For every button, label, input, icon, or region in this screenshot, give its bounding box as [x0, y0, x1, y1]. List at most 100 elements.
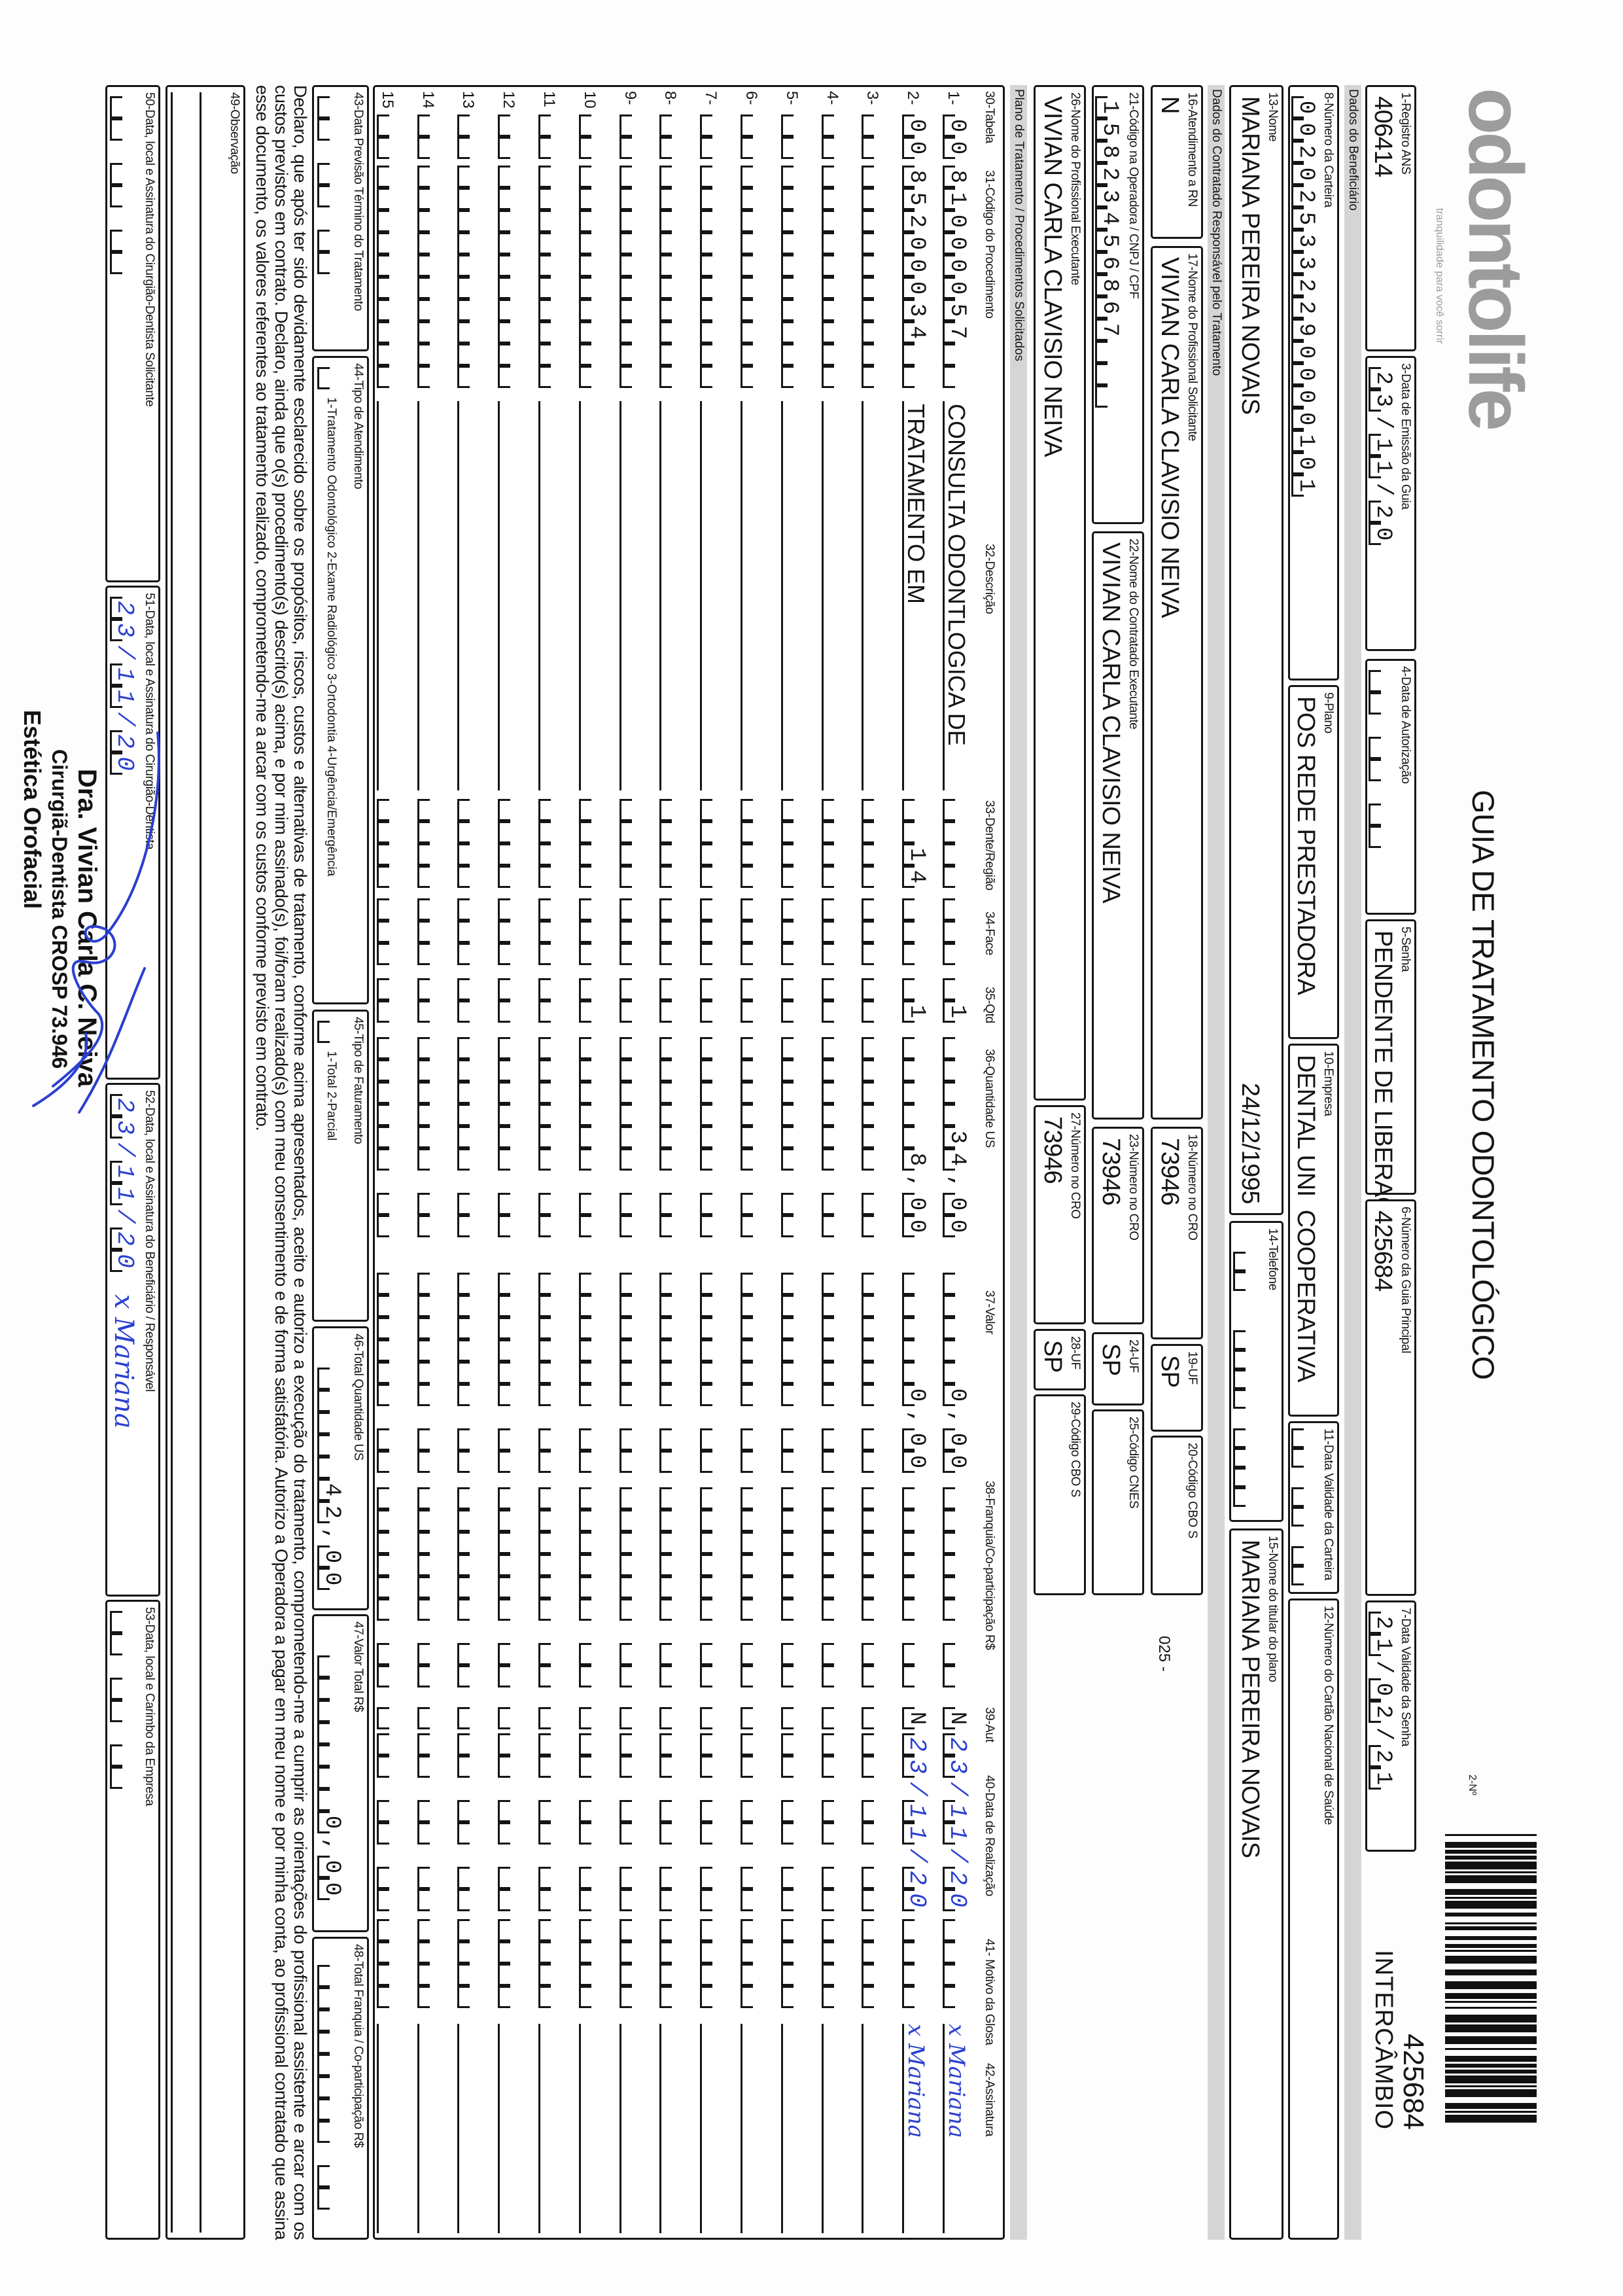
- procedure-description: [376, 401, 404, 790]
- procedure-code-cells-value: [782, 170, 809, 393]
- copay-cells-value: [701, 1492, 727, 1692]
- copay-cells: [943, 1487, 971, 1687]
- field-label: 27-Número no CRO: [1068, 1112, 1082, 1219]
- quantity-cells-value: [823, 983, 849, 1027]
- gloss-reason-cells-value: [701, 1924, 727, 2013]
- table-row: 9-: [618, 87, 648, 2238]
- authorization-cell-value: [378, 1712, 404, 1734]
- field-cbo-executante: 29-Código CBO S: [1034, 1394, 1086, 1595]
- procedures-table: 30-Tabela 31-Código do Procedimento 32-D…: [373, 85, 1005, 2240]
- copay-cells-value: [863, 1492, 889, 1692]
- copay-cells: [741, 1487, 769, 1687]
- tooth-region-cells-value: [944, 804, 970, 892]
- copay-cells: [619, 1487, 648, 1687]
- row-number: 10: [580, 91, 599, 109]
- field-label: 46-Total Quantidade US: [351, 1333, 365, 1460]
- field-value: SP: [1097, 1343, 1125, 1376]
- procedure-code-cells: [741, 166, 769, 388]
- field-value: SP: [1039, 1340, 1066, 1373]
- amount-cells: 42,00: [317, 1368, 346, 1595]
- value-cells: [862, 1273, 890, 1473]
- field-contratado-executante: 22-Nome do Contratado Executante VIVIAN …: [1092, 531, 1144, 1120]
- realization-date-cells: [619, 1733, 648, 1911]
- procedure-description: [619, 401, 647, 790]
- realization-date-cells: 23/11/20: [902, 1733, 931, 1915]
- quantity-us-cells-value: [621, 1042, 647, 1242]
- tabela-cells: [578, 115, 608, 159]
- field-label: 47-Valor Total R$: [351, 1621, 365, 1712]
- gloss-reason-cells-value: [903, 1924, 930, 2013]
- barcode-bar: [1445, 1969, 1537, 1975]
- quantity-us-cells-value: [540, 1042, 566, 1242]
- tabela-cells-value: [863, 119, 889, 164]
- face-cells: [538, 898, 567, 965]
- tooth-region-cells: [700, 799, 729, 888]
- column-header: 40-Data de Realização: [983, 1775, 996, 1896]
- beneficiary-signature: x Mariana: [109, 1294, 139, 1429]
- authorization-cell: N: [943, 1707, 971, 1734]
- procedure-code-cells: [700, 166, 729, 388]
- tabela-cells-value: [419, 119, 445, 164]
- table-row: 12: [497, 87, 527, 2238]
- table-row: 11: [537, 87, 567, 2238]
- tooth-region-cells: [943, 799, 971, 888]
- barcode-bar: [1445, 2007, 1537, 2009]
- procedure-description: [741, 401, 768, 790]
- realization-date-cells-value: [621, 1737, 647, 1915]
- authorization-cell: [741, 1707, 769, 1729]
- gloss-reason-cells-value: [823, 1924, 849, 2013]
- date-cells: [110, 96, 139, 274]
- value-cells-value: [661, 1277, 687, 1477]
- barcode-bar: [1445, 1889, 1537, 1895]
- field-value: 73946: [1039, 1116, 1066, 1184]
- field-label: 13-Nome: [1266, 92, 1280, 142]
- code-cells: 15823456867: [1095, 96, 1124, 408]
- quantity-us-cells-value: [782, 1042, 809, 1242]
- quantity-cells: [821, 978, 850, 1023]
- ruled-line: [200, 92, 201, 2233]
- row-signature: [457, 2024, 485, 2233]
- tabela-cells: [700, 115, 729, 159]
- table-row: 14: [416, 87, 446, 2238]
- copay-cells: [700, 1487, 729, 1687]
- tooth-region-cells-value: 14: [904, 847, 930, 892]
- gloss-reason-cells: [457, 1919, 486, 2008]
- field-label: 53-Data, local e Carimbo da Empresa: [143, 1607, 156, 1806]
- gloss-reason-cells-value: [782, 1924, 809, 2013]
- realization-date-cells: [780, 1733, 810, 1911]
- quantity-cells: 1: [902, 978, 931, 1027]
- realization-date-cells: [457, 1733, 486, 1911]
- tabela-cells: [376, 115, 406, 159]
- realization-date-cells-value: [823, 1737, 849, 1915]
- value-cells-value: [419, 1277, 445, 1477]
- copay-cells-value: [742, 1492, 768, 1692]
- authorization-cell: [417, 1707, 446, 1729]
- gloss-reason-cells-value: [499, 1924, 525, 2013]
- gloss-reason-cells-value: [540, 1924, 566, 2013]
- gloss-reason-cells: [741, 1919, 769, 2008]
- quantity-us-cells: [417, 1037, 446, 1237]
- tabela-cells-value: 00: [904, 118, 930, 164]
- field-cnes: 25-Código CNES: [1092, 1409, 1144, 1595]
- quantity-cells: [700, 978, 729, 1023]
- quantity-cells-value: 1: [904, 1004, 930, 1027]
- copay-cells: [862, 1487, 890, 1687]
- field-uf-solicitante: 19-UF SP: [1151, 1344, 1203, 1432]
- field-cro-contratado: 23-Número no CRO 73946: [1092, 1127, 1144, 1324]
- field-tipo-atendimento: 44-Tipo de Atendimento 1-Tratamento Odon…: [312, 356, 369, 1004]
- value-cells-value: [863, 1277, 889, 1477]
- field-label: 7-Data Validade da Senha: [1399, 1608, 1412, 1746]
- procedure-description: [780, 401, 809, 790]
- barcode-type: INTERCÂMBIO: [1370, 1950, 1397, 2130]
- amount-cells: [317, 1965, 346, 2210]
- realization-date-cells: [862, 1733, 890, 1911]
- field-label: 28-UF: [1068, 1336, 1082, 1369]
- realization-date-cells-value: 23/11/20: [944, 1737, 971, 1916]
- quantity-us-cells: [376, 1037, 406, 1237]
- field-label: 25-Código CNES: [1126, 1417, 1140, 1509]
- gloss-reason-cells-value: [419, 1924, 445, 2013]
- quantity-cells-value: [580, 983, 606, 1027]
- realization-date-cells: [741, 1733, 769, 1911]
- field-senha: 5-Senha PENDENTE DE LIBERAÇÃO: [1365, 919, 1416, 1250]
- field-label: 14-Telefone: [1266, 1228, 1280, 1290]
